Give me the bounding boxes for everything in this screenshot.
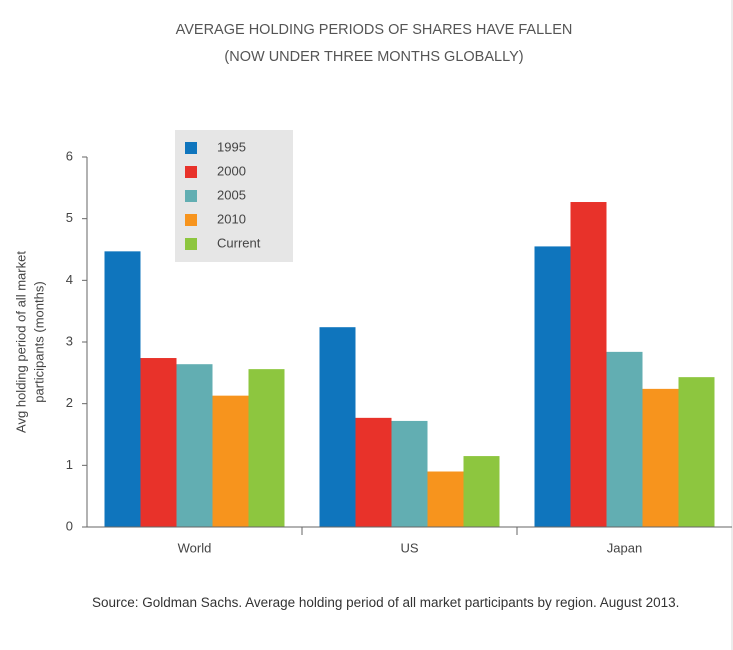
x-tick-label: US xyxy=(400,540,418,555)
x-tick-label: World xyxy=(178,540,212,555)
legend-swatch xyxy=(185,238,197,250)
y-label-line: Avg holding period of all market xyxy=(13,251,28,433)
y-tick-label: 4 xyxy=(66,272,73,287)
legend-label: 2010 xyxy=(217,211,246,226)
y-tick-label: 2 xyxy=(66,395,73,410)
legend-label: Current xyxy=(217,235,261,250)
bar xyxy=(427,471,464,527)
bar xyxy=(176,364,213,527)
y-label-line: participants (months) xyxy=(31,281,46,402)
y-axis-label: Avg holding period of all market partici… xyxy=(13,251,46,433)
legend-swatch xyxy=(185,166,197,178)
legend-swatch xyxy=(185,214,197,226)
bar xyxy=(212,395,249,527)
bar xyxy=(642,388,679,527)
y-tick-label: 0 xyxy=(66,518,73,533)
y-tick-label: 6 xyxy=(66,148,73,163)
source-note: Source: Goldman Sachs. Average holding p… xyxy=(92,595,680,610)
bar xyxy=(319,327,356,527)
bar xyxy=(678,377,715,527)
x-tick-label: Japan xyxy=(607,540,642,555)
y-tick-label: 1 xyxy=(66,457,73,472)
legend: 1995 2000 2005 2010 Current xyxy=(175,130,293,262)
legend-swatch xyxy=(185,190,197,202)
legend-label: 2000 xyxy=(217,163,246,178)
bar xyxy=(606,351,643,527)
bar xyxy=(355,417,392,527)
bar xyxy=(391,420,428,527)
bar xyxy=(463,456,500,527)
legend-swatch xyxy=(185,142,197,154)
chart-subtitle: (NOW UNDER THREE MONTHS GLOBALLY) xyxy=(224,49,523,65)
bar xyxy=(140,358,177,527)
legend-label: 1995 xyxy=(217,139,246,154)
bar xyxy=(534,246,571,527)
y-tick-label: 3 xyxy=(66,333,73,348)
bar xyxy=(104,251,141,527)
chart-title: AVERAGE HOLDING PERIODS OF SHARES HAVE F… xyxy=(176,22,573,38)
legend-label: 2005 xyxy=(217,187,246,202)
bar xyxy=(570,202,607,527)
y-tick-label: 5 xyxy=(66,210,73,225)
bar xyxy=(248,369,285,527)
